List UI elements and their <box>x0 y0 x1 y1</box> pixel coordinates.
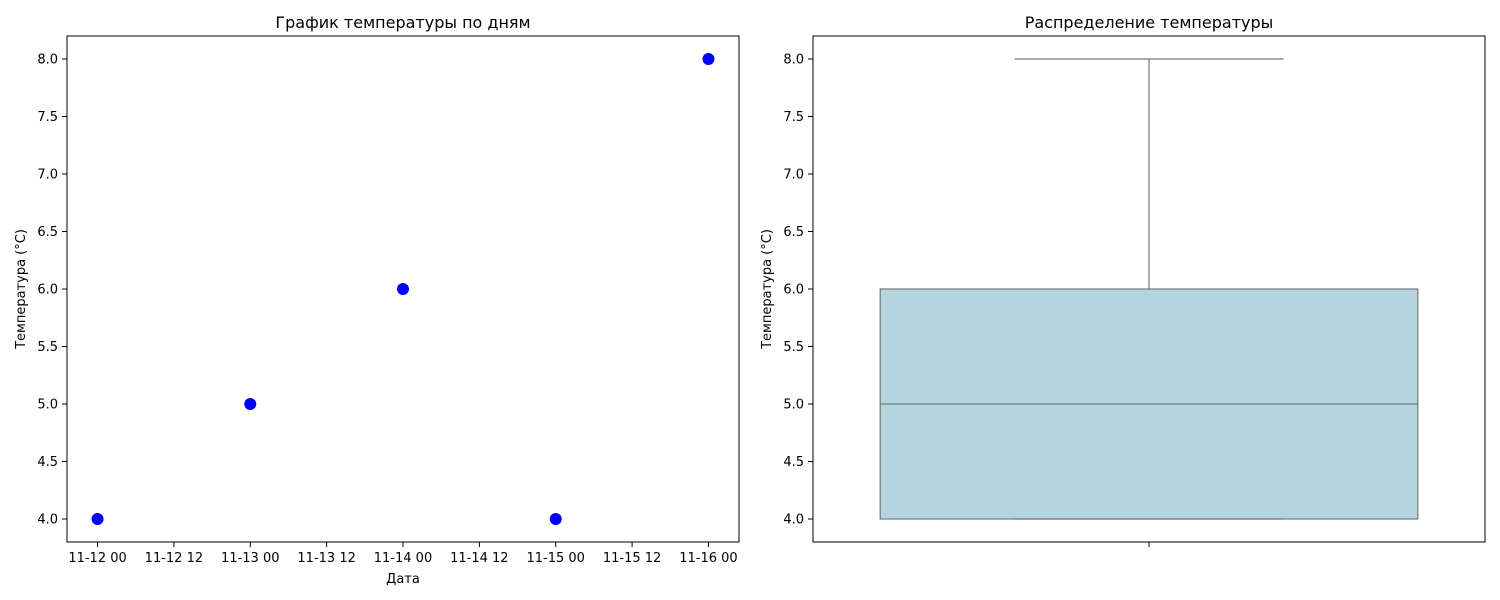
boxplot-y-ticks: 4.0 4.5 5.0 5.5 6.0 6.5 7.0 7.5 8.0 <box>783 53 813 528</box>
boxplot-y-tick-label: 7.0 <box>783 168 804 183</box>
scatter-title: График температуры по дням <box>275 13 530 32</box>
scatter-x-tick-label: 11-16 00 <box>679 551 737 566</box>
scatter-x-tick-label: 11-15 12 <box>603 551 661 566</box>
scatter-x-tick-label: 11-12 12 <box>145 551 203 566</box>
boxplot-y-tick-label: 8.0 <box>783 53 804 68</box>
boxplot-y-tick-label: 6.0 <box>783 283 804 298</box>
scatter-y-ticks: 4.0 4.5 5.0 5.5 6.0 6.5 7.0 7.5 8.0 <box>37 53 67 528</box>
boxplot-y-tick-label: 5.5 <box>783 340 804 355</box>
boxplot-y-axis-label: Температура (°C) <box>760 229 775 350</box>
boxplot-panel: Распределение температуры 4.0 4.5 5.0 5.5 6.… <box>760 13 1486 547</box>
scatter-y-tick-label: 6.5 <box>37 225 58 240</box>
scatter-y-tick-label: 7.5 <box>37 110 58 125</box>
scatter-y-tick-label: 5.5 <box>37 340 58 355</box>
scatter-y-tick-label: 7.0 <box>37 168 58 183</box>
scatter-x-tick-label: 11-13 12 <box>297 551 355 566</box>
scatter-points <box>91 53 715 525</box>
scatter-x-tick-label: 11-12 00 <box>68 551 126 566</box>
scatter-point <box>702 53 715 65</box>
scatter-x-axis-label: Дата <box>386 572 420 587</box>
boxplot-y-tick-label: 5.0 <box>783 398 804 413</box>
scatter-y-tick-label: 5.0 <box>37 398 58 413</box>
scatter-y-axis-label: Температура (°C) <box>14 229 29 350</box>
scatter-x-tick-label: 11-14 12 <box>450 551 508 566</box>
scatter-point <box>244 398 257 410</box>
scatter-panel: График температуры по дням 4.0 4.5 5.0 5.5 6… <box>14 13 740 587</box>
boxplot-y-tick-label: 7.5 <box>783 110 804 125</box>
scatter-y-tick-label: 4.5 <box>37 455 58 470</box>
scatter-y-tick-label: 4.0 <box>37 513 58 528</box>
scatter-x-tick-label: 11-14 00 <box>374 551 432 566</box>
scatter-x-tick-label: 11-15 00 <box>527 551 585 566</box>
scatter-x-ticks: 11-12 00 11-12 12 11-13 00 11-13 12 11-14 00… <box>68 542 738 566</box>
scatter-y-tick-label: 8.0 <box>37 53 58 68</box>
scatter-point <box>549 513 562 525</box>
scatter-x-tick-label: 11-13 00 <box>221 551 279 566</box>
boxplot-y-tick-label: 4.0 <box>783 513 804 528</box>
boxplot-title: Распределение температуры <box>1025 13 1274 32</box>
boxplot-box <box>879 58 1419 520</box>
scatter-y-tick-label: 6.0 <box>37 283 58 298</box>
scatter-point <box>397 283 409 295</box>
scatter-point <box>91 513 104 525</box>
boxplot-y-tick-label: 6.5 <box>783 225 804 240</box>
boxplot-y-tick-label: 4.5 <box>783 455 804 470</box>
